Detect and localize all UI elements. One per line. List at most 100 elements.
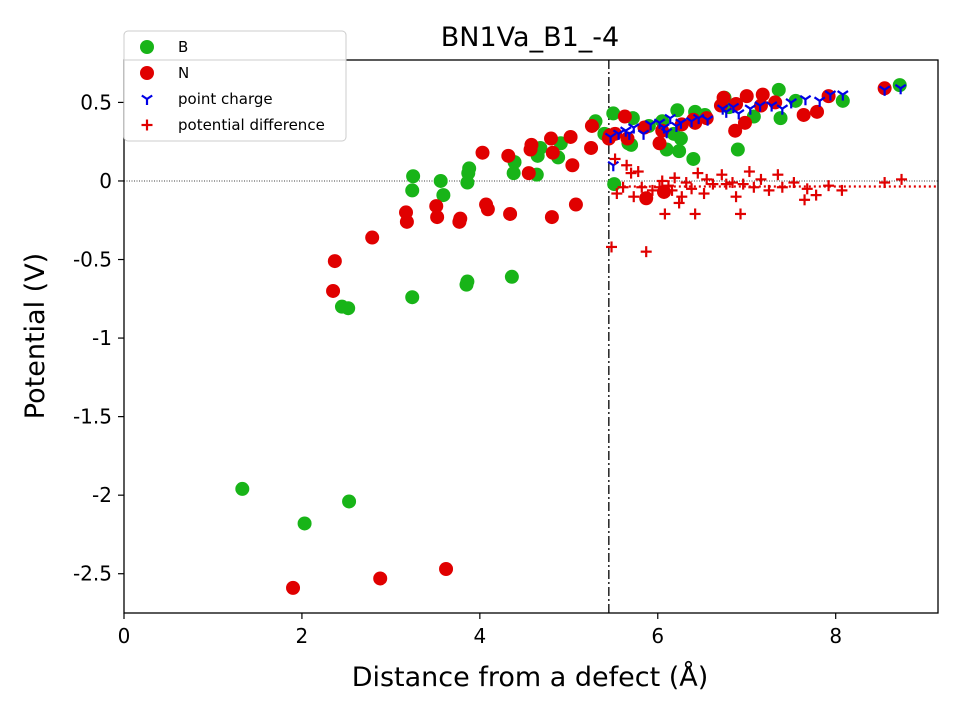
data-point-potential-difference (896, 173, 908, 185)
data-point-point-charge (664, 113, 677, 125)
data-point-potential-difference (716, 169, 728, 181)
data-point-point-charge-left (744, 104, 751, 110)
data-point-b (670, 103, 685, 118)
data-point-n (810, 104, 825, 119)
x-tick-label: 4 (473, 624, 486, 648)
data-point-point-charge-right (759, 101, 766, 107)
data-point-point-charge-right (732, 102, 740, 109)
data-point-point-charge-right (804, 94, 812, 101)
data-point-point-charge-left (765, 101, 773, 107)
chart-title: BN1Va_B1_-4 (441, 22, 619, 53)
data-point-b (606, 106, 621, 121)
data-point-b (672, 144, 687, 159)
data-point-point-charge (720, 107, 733, 118)
data-point-point-charge (732, 109, 745, 120)
data-point-n (439, 562, 454, 577)
data-point-n (501, 148, 516, 163)
data-point-point-charge-right (663, 123, 670, 129)
data-point-point-charge (824, 90, 837, 101)
legend-label-point-charge: point charge (178, 90, 273, 108)
data-point-b (433, 173, 448, 188)
data-point-point-charge (692, 113, 705, 125)
data-point-potential-difference (772, 169, 784, 181)
y-tick-label: -0.5 (73, 248, 112, 272)
y-tick-label: -1.5 (73, 405, 112, 429)
data-point-point-charge-right (690, 116, 698, 123)
legend-label-n: N (178, 64, 189, 82)
data-point-potential-difference (646, 184, 658, 196)
data-point-n (716, 90, 731, 105)
data-point-point-charge (637, 129, 650, 140)
legend-label-b: B (178, 38, 188, 56)
data-point-point-charge-left (799, 94, 807, 101)
data-point-b (341, 301, 356, 316)
data-point-point-charge-left (670, 121, 678, 127)
data-point-point-charge-right (819, 96, 826, 102)
y-tick-label: 0 (99, 169, 112, 193)
data-point-point-charge-left (685, 116, 693, 123)
data-point-potential-difference (748, 181, 760, 193)
data-point-potential-difference (654, 181, 666, 193)
y-axis: -2.5 -2 -1.5 -1 -0.5 0 0.5 (73, 90, 124, 586)
data-point-point-charge-left (612, 129, 620, 135)
data-point-point-charge-right (900, 83, 907, 90)
series-point-charge (604, 83, 907, 172)
x-tick-label: 0 (118, 624, 131, 648)
data-point-b (835, 93, 850, 108)
data-point-potential-difference (730, 191, 742, 203)
data-point-n (639, 191, 654, 206)
data-point-potential-difference (666, 184, 678, 196)
data-point-point-charge (612, 129, 625, 140)
data-point-point-charge (894, 83, 907, 95)
x-tick-label: 6 (651, 624, 664, 648)
x-tick-label: 2 (296, 624, 309, 648)
data-point-b (405, 290, 420, 305)
data-point-potential-difference (726, 177, 738, 189)
data-point-n (524, 137, 539, 152)
data-point-potential-difference (680, 177, 692, 189)
x-axis: 0 2 4 6 8 (118, 613, 842, 648)
data-point-point-charge (776, 104, 789, 115)
data-point-n (286, 580, 301, 595)
data-point-point-charge (878, 85, 891, 96)
y-tick-label: -2 (92, 483, 112, 507)
data-point-point-charge-left (776, 104, 783, 110)
data-point-b (730, 142, 745, 157)
data-point-point-charge-right (706, 115, 714, 121)
data-point-point-charge (799, 94, 812, 106)
data-point-point-charge (744, 104, 757, 115)
data-point-potential-difference (669, 172, 681, 184)
data-point-potential-difference (737, 178, 749, 190)
data-point-n (545, 145, 560, 160)
y-tick-label: -2.5 (73, 562, 112, 586)
data-point-b (773, 111, 788, 126)
data-point-point-charge (675, 118, 687, 129)
data-point-n (475, 145, 490, 160)
data-point-point-charge-right (625, 126, 632, 132)
data-point-point-charge (604, 132, 617, 143)
data-point-potential-difference (801, 183, 813, 195)
data-point-point-charge-left (894, 83, 902, 90)
data-point-point-charge-left (637, 129, 645, 135)
data-point-point-charge-left (607, 160, 614, 167)
data-point-potential-difference (701, 173, 713, 185)
data-point-potential-difference (698, 188, 710, 200)
data-point-point-charge-left (658, 123, 665, 129)
data-point-n (503, 206, 518, 221)
data-point-point-charge-left (664, 113, 671, 120)
data-point-point-charge-right (698, 113, 705, 120)
data-point-n (429, 199, 444, 214)
plot-frame (123, 59, 939, 614)
x-tick-label: 8 (829, 624, 842, 648)
data-point-n (739, 89, 754, 104)
data-point-potential-difference (628, 191, 640, 203)
data-point-b (771, 82, 786, 97)
reference-lines (124, 60, 938, 613)
data-point-potential-difference (763, 184, 775, 196)
data-point-potential-difference (788, 177, 800, 189)
data-point-b (607, 177, 622, 192)
data-point-n (521, 166, 536, 181)
legend-label-potential-difference: potential difference (178, 116, 325, 134)
data-point-n (796, 107, 811, 122)
